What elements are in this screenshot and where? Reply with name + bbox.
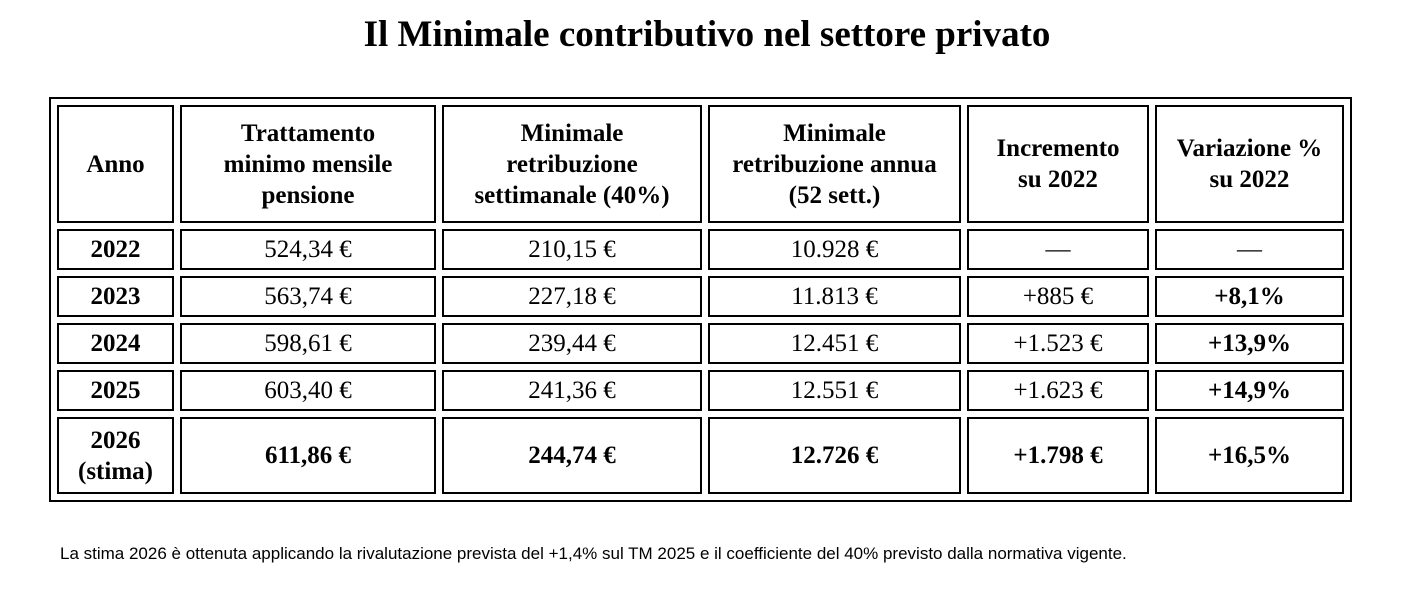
value-cell: 524,34 € — [180, 229, 436, 270]
column-header: Anno — [57, 105, 174, 223]
value-cell: 241,36 € — [442, 370, 702, 411]
column-header: Variazione % su 2022 — [1155, 105, 1344, 223]
value-cell: +1.523 € — [967, 323, 1149, 364]
value-cell: — — [967, 229, 1149, 270]
column-header: Minimale retribuzione settimanale (40%) — [442, 105, 702, 223]
value-cell: 603,40 € — [180, 370, 436, 411]
value-cell: 10.928 € — [708, 229, 961, 270]
year-cell: 2024 — [57, 323, 174, 364]
year-cell: 2022 — [57, 229, 174, 270]
value-cell: 12.551 € — [708, 370, 961, 411]
value-cell: +16,5% — [1155, 417, 1344, 494]
value-cell: 12.726 € — [708, 417, 961, 494]
page-title: Il Minimale contributivo nel settore pri… — [363, 14, 1051, 55]
value-cell: +8,1% — [1155, 276, 1344, 317]
footnote: La stima 2026 è ottenuta applicando la r… — [60, 544, 1127, 563]
table-row: 2025 603,40 €241,36 €12.551 € +1.623 € +14,… — [57, 370, 1344, 411]
value-cell: 244,74 € — [442, 417, 702, 494]
column-header: Trattamento minimo mensile pensione — [180, 105, 436, 223]
table-row: 2024 598,61 €239,44 €12.451 € +1.523 € +13,… — [57, 323, 1344, 364]
table-body: 2022 524,34 €210,15 €10.928 € — —2023 563,74… — [57, 229, 1344, 494]
value-cell: — — [1155, 229, 1344, 270]
value-cell: 239,44 € — [442, 323, 702, 364]
table-header-row: Anno Trattamento minimo mensile pensione M… — [57, 105, 1344, 223]
table-row: 2023 563,74 €227,18 €11.813 € +885 € +8,1% — [57, 276, 1344, 317]
year-cell: 2026 (stima) — [57, 417, 174, 494]
value-cell: 563,74 € — [180, 276, 436, 317]
value-cell: +885 € — [967, 276, 1149, 317]
value-cell: +1.798 € — [967, 417, 1149, 494]
value-cell: 227,18 € — [442, 276, 702, 317]
year-cell: 2025 — [57, 370, 174, 411]
contribution-minimum-table: Anno Trattamento minimo mensile pensione M… — [49, 97, 1352, 502]
value-cell: 611,86 € — [180, 417, 436, 494]
year-cell: 2023 — [57, 276, 174, 317]
value-cell: +1.623 € — [967, 370, 1149, 411]
table-row: 2022 524,34 €210,15 €10.928 € — — — [57, 229, 1344, 270]
column-header: Incremento su 2022 — [967, 105, 1149, 223]
value-cell: +13,9% — [1155, 323, 1344, 364]
table-row: 2026 (stima) 611,86 €244,74 €12.726 € +1.7… — [57, 417, 1344, 494]
value-cell: 210,15 € — [442, 229, 702, 270]
value-cell: 11.813 € — [708, 276, 961, 317]
column-header: Minimale retribuzione annua (52 sett.) — [708, 105, 961, 223]
value-cell: 12.451 € — [708, 323, 961, 364]
value-cell: 598,61 € — [180, 323, 436, 364]
value-cell: +14,9% — [1155, 370, 1344, 411]
